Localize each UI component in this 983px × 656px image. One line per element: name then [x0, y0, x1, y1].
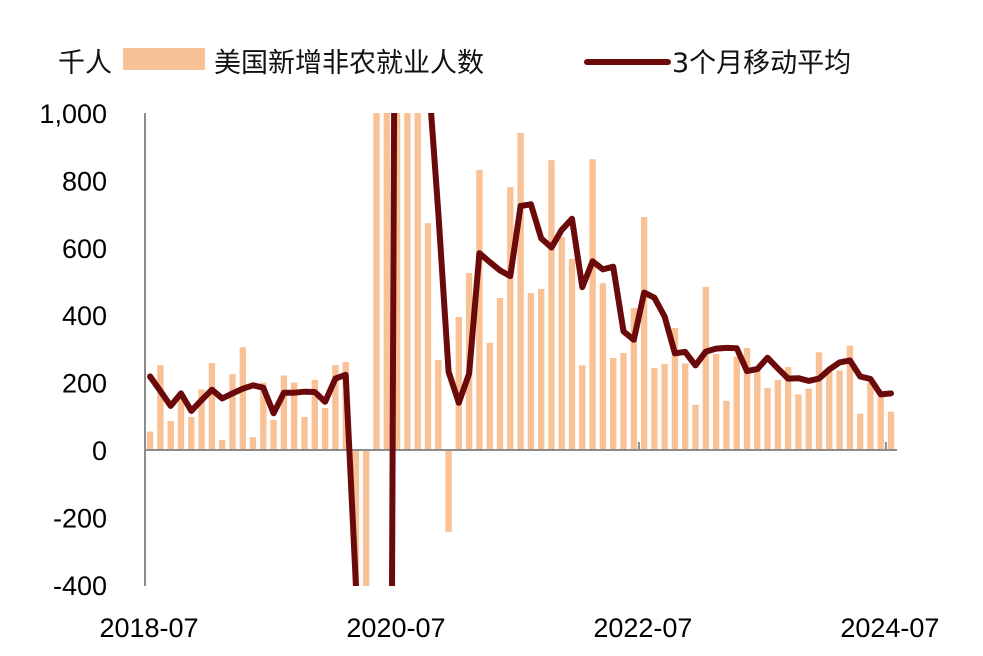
y-axis-labels: 1,000 800 600 400 200 0 -200 -400	[39, 99, 107, 601]
bar	[476, 170, 483, 450]
bar	[311, 379, 318, 450]
bar	[743, 347, 751, 450]
bar	[229, 374, 236, 450]
x-tick-label: 2022-07	[593, 613, 692, 643]
bar	[589, 159, 596, 450]
bar	[517, 132, 524, 450]
legend: 千人 美国新增非农就业人数 3个月移动平均	[58, 48, 851, 79]
y-tick-label: 0	[92, 436, 107, 466]
bar	[733, 356, 740, 450]
bar	[332, 365, 339, 450]
bar	[826, 371, 833, 450]
bar	[815, 352, 823, 450]
y-tick-label: -200	[53, 503, 107, 533]
bar	[414, 113, 421, 451]
ma-line	[147, 113, 894, 586]
bar	[177, 394, 185, 450]
bar	[805, 388, 812, 450]
bar	[568, 258, 576, 450]
bar	[599, 283, 607, 450]
bar	[219, 439, 226, 450]
bar	[538, 288, 545, 450]
bar	[424, 223, 432, 450]
bar	[383, 113, 390, 451]
bar	[167, 421, 174, 450]
bar	[651, 368, 658, 450]
bar	[486, 342, 493, 450]
moving-average-line	[147, 113, 894, 586]
bar	[784, 367, 792, 450]
bar	[887, 411, 895, 450]
bar	[352, 450, 360, 586]
bar	[558, 237, 565, 450]
bar	[836, 370, 843, 450]
bar	[723, 400, 730, 450]
unit-label: 千人	[58, 48, 112, 79]
bar	[291, 382, 298, 450]
bar	[445, 450, 452, 532]
legend-line-label: 3个月移动平均	[672, 48, 851, 79]
bar	[795, 394, 802, 450]
bar	[682, 363, 689, 450]
bar	[363, 450, 370, 586]
bar	[857, 413, 864, 450]
bar	[496, 298, 504, 450]
bar	[774, 379, 781, 450]
bar	[270, 420, 277, 450]
x-tick-label: 2018-07	[99, 613, 198, 643]
bar	[712, 354, 720, 450]
legend-bar-label: 美国新增非农就业人数	[214, 48, 484, 79]
bar-series	[146, 113, 895, 586]
y-tick-label: 400	[62, 301, 107, 331]
bar	[239, 347, 246, 450]
y-tick-label: 600	[62, 234, 107, 264]
x-tick-label: 2024-07	[840, 613, 939, 643]
y-tick-label: 200	[62, 369, 107, 399]
bar	[630, 308, 637, 450]
bar	[188, 417, 195, 450]
bar	[527, 293, 535, 450]
bar	[208, 363, 216, 450]
bar	[640, 217, 648, 450]
x-tick-label: 2020-07	[346, 613, 445, 643]
bar	[661, 364, 668, 450]
bar	[764, 388, 771, 450]
bar	[610, 358, 617, 450]
bar	[404, 113, 411, 451]
bar	[867, 382, 874, 450]
bar	[301, 417, 308, 450]
bar	[692, 404, 699, 450]
bar	[198, 389, 205, 450]
x-axis-labels: 2018-07 2020-07 2022-07 2024-07	[99, 613, 939, 643]
bar	[671, 328, 679, 450]
bar	[321, 407, 329, 450]
bar	[548, 160, 555, 450]
bar	[146, 431, 154, 450]
bar	[846, 345, 854, 450]
bar	[373, 113, 380, 451]
bar	[280, 375, 288, 450]
bar	[249, 437, 257, 450]
bar	[702, 286, 709, 450]
bar	[877, 396, 884, 450]
legend-bar-swatch	[123, 48, 205, 70]
bar	[579, 365, 586, 450]
bar	[754, 369, 761, 450]
y-tick-label: 800	[62, 166, 107, 196]
bar	[507, 187, 514, 450]
bar	[435, 360, 442, 450]
bar	[455, 316, 462, 450]
y-tick-label: -400	[53, 571, 107, 601]
bar	[260, 382, 267, 450]
bar	[620, 352, 627, 450]
bar	[393, 113, 401, 451]
bar	[157, 365, 164, 450]
y-tick-label: 1,000	[39, 99, 107, 129]
